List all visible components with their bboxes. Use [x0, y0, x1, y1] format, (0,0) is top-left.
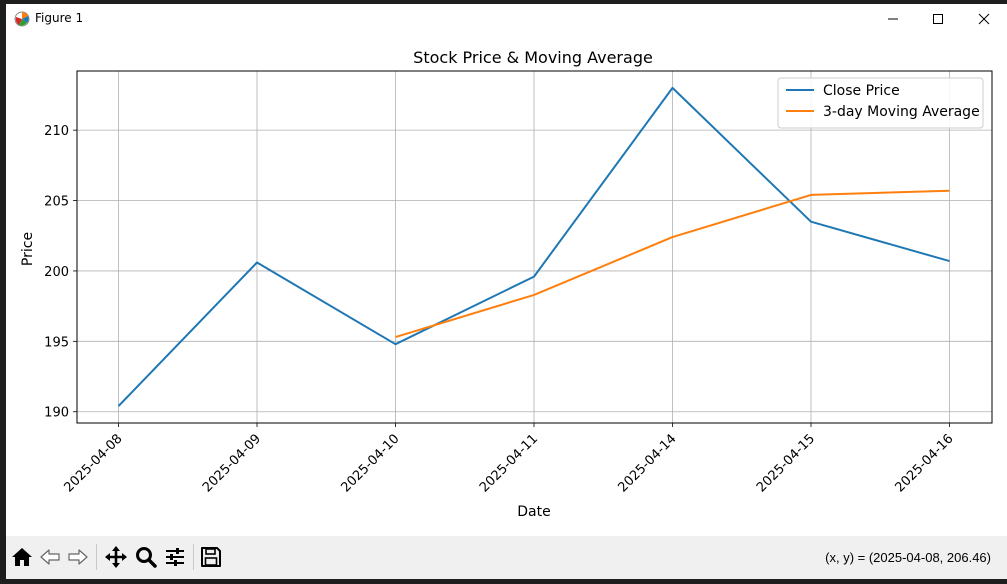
- maximize-icon: [933, 14, 943, 24]
- minimize-button[interactable]: [870, 4, 916, 34]
- x-tick-label: 2025-04-14: [616, 431, 680, 495]
- figure-canvas[interactable]: 2025-04-08 2025-04-09 2025-04-10 2025-04-11…: [6, 34, 1007, 536]
- taskbar-strip: [0, 579, 1007, 584]
- matplotlib-app-icon: [14, 11, 30, 27]
- close-icon: [978, 13, 990, 25]
- grid-lines: [77, 71, 992, 423]
- zoom-button[interactable]: [133, 544, 159, 570]
- sliders-icon: [166, 548, 184, 566]
- y-axis-label: Price: [20, 232, 36, 266]
- toolbar-separator: [193, 544, 194, 570]
- home-button[interactable]: [9, 544, 35, 570]
- series-line-moving-average: [395, 189, 950, 339]
- floppy-disk-icon: [201, 547, 221, 567]
- y-tick-label: 190: [44, 406, 69, 421]
- configure-subplots-button[interactable]: [162, 544, 188, 570]
- maximize-button[interactable]: [915, 4, 961, 34]
- axes-frame: [76, 70, 993, 424]
- y-tick-label: 200: [44, 265, 69, 280]
- toolbar-separator: [96, 544, 97, 570]
- x-tick-label: 2025-04-10: [339, 431, 403, 495]
- window-title: Figure 1: [35, 11, 84, 25]
- arrow-left-icon: [40, 549, 60, 565]
- series-layer: [117, 86, 950, 407]
- y-tick-label: 210: [44, 124, 69, 139]
- minimize-icon: [888, 18, 898, 20]
- x-tick-label: 2025-04-16: [893, 431, 957, 495]
- chart-title: Stock Price & Moving Average: [413, 48, 653, 67]
- close-button[interactable]: [961, 4, 1007, 34]
- figure-window: Figure 1 2025-04-08 2025-04-09 2025-04-10 2…: [6, 4, 1007, 579]
- x-tick-label: 2025-04-11: [477, 431, 541, 495]
- background-desktop: [0, 0, 6, 584]
- y-tick-label: 205: [44, 195, 69, 210]
- legend: Close Price 3-day Moving Average: [777, 77, 984, 129]
- cursor-coordinates: (x, y) = (2025-04-08, 206.46): [825, 550, 991, 565]
- arrow-right-icon: [68, 549, 88, 565]
- save-button[interactable]: [198, 544, 224, 570]
- x-axis-label: Date: [517, 504, 550, 520]
- x-tick-label: 2025-04-15: [754, 431, 818, 495]
- navigation-toolbar: (x, y) = (2025-04-08, 206.46): [6, 536, 1007, 579]
- magnifier-icon: [136, 547, 157, 568]
- home-icon: [12, 548, 32, 566]
- y-tick-label: 195: [44, 335, 69, 350]
- x-tick-label: 2025-04-08: [62, 431, 126, 495]
- back-button[interactable]: [37, 544, 63, 570]
- legend-label-moving-average: 3-day Moving Average: [823, 104, 980, 120]
- move-icon: [105, 546, 127, 568]
- series-line-close-price: [117, 86, 950, 407]
- legend-label-close-price: Close Price: [823, 83, 900, 99]
- x-tick-label: 2025-04-09: [200, 431, 264, 495]
- line-chart[interactable]: 2025-04-08 2025-04-09 2025-04-10 2025-04-11…: [6, 34, 1007, 536]
- ticks: 2025-04-08 2025-04-09 2025-04-10 2025-04-11…: [44, 124, 956, 495]
- pan-button[interactable]: [103, 544, 129, 570]
- title-bar[interactable]: Figure 1: [6, 4, 1007, 34]
- forward-button[interactable]: [65, 544, 91, 570]
- legend-box: [777, 77, 984, 129]
